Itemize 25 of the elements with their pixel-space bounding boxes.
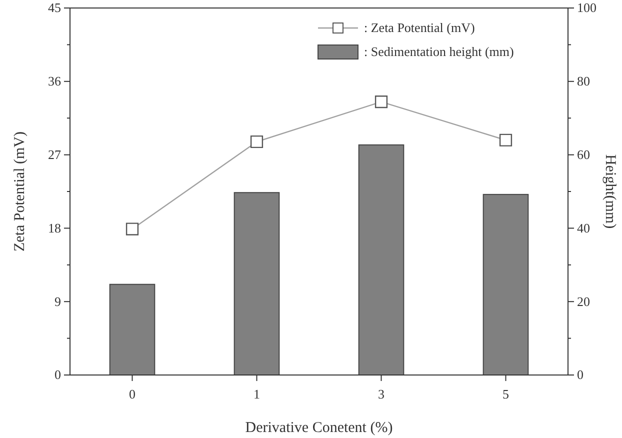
y2-tick-label: 100 (577, 0, 596, 16)
y-tick-label: 18 (48, 220, 61, 236)
legend-label: : Zeta Potential (mV) (364, 20, 475, 35)
bar (234, 192, 280, 376)
x-axis-title: Derivative Conetent (%) (245, 420, 393, 436)
y2-tick-label: 0 (577, 367, 584, 382)
bar (358, 144, 404, 376)
y2-tick-label: 60 (577, 146, 590, 162)
bar (109, 284, 156, 376)
bar (482, 194, 529, 376)
y-tick-label: 45 (48, 0, 61, 16)
y-tick-label: 36 (48, 74, 62, 89)
y2-tick-label: 20 (577, 294, 590, 309)
y-tick-label: 0 (54, 367, 61, 382)
y-tick-label: 27 (48, 146, 62, 162)
x-tick-label: 3 (378, 386, 384, 402)
x-tick-label: 0 (129, 386, 136, 402)
y2-tick-label: 80 (577, 74, 590, 89)
y2-axis-title: Height(mm) (602, 154, 618, 229)
y-axis-title: Zeta Potential (mV) (12, 132, 28, 252)
y-tick-label: 9 (54, 294, 61, 309)
x-tick-label: 1 (254, 386, 260, 402)
legend-label: : Sedimentation height (mm) (364, 44, 514, 59)
x-tick-label: 5 (502, 386, 509, 402)
y2-tick-label: 40 (577, 220, 590, 236)
